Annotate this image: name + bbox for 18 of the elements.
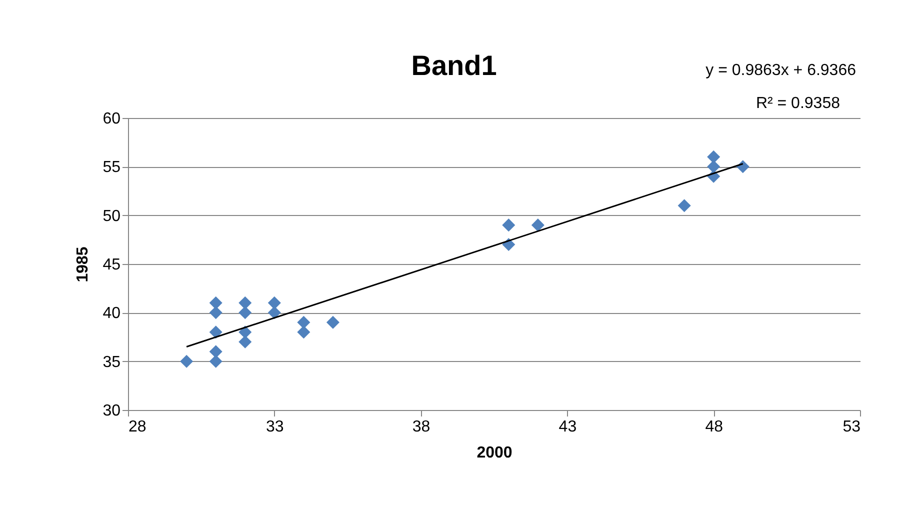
chart-title: Band1 [411,50,497,81]
y-tick-label: 40 [102,305,121,322]
x-tick-label: 38 [412,418,430,436]
y-tick-label: 45 [102,256,121,274]
y-tick-label: 35 [102,354,121,371]
x-tick-label: 43 [558,418,577,436]
x-tick-label: 28 [128,418,146,436]
y-axis-title: 1985 [74,246,92,282]
y-tick-label: 30 [102,402,121,420]
x-tick-label: 48 [705,418,724,436]
text: R² = 0.9358 [756,95,840,112]
y-tick-label: 55 [102,159,121,176]
x-axis-title: 2000 [476,444,512,462]
x-tick-label: 33 [266,418,284,436]
text: y = 0.9863x + 6.9366 [706,62,856,79]
x-tick-label: 53 [842,418,861,436]
y-tick-label: 50 [102,208,121,225]
y-tick-label: 60 [102,110,121,128]
